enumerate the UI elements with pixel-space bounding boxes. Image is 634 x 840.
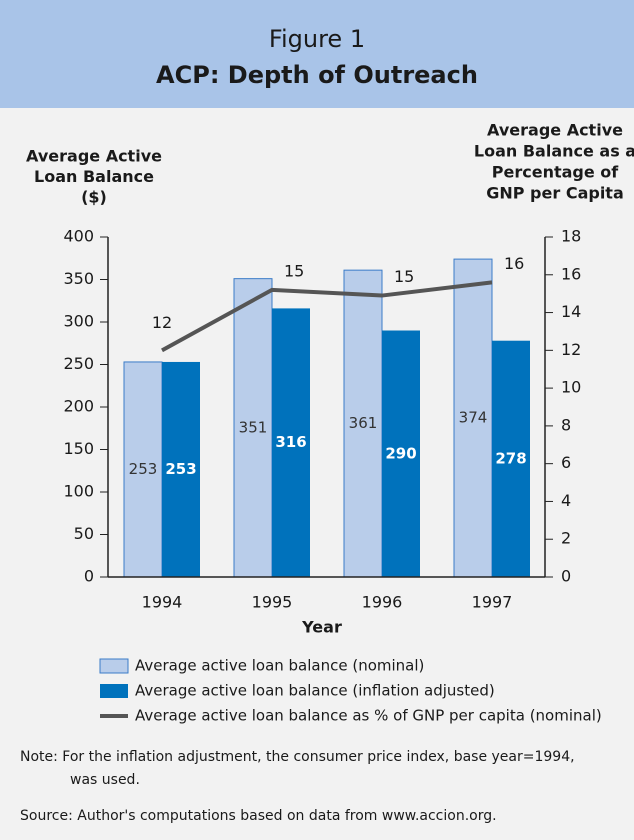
y2-tick-label: 8 <box>561 415 571 434</box>
y-tick-label: 400 <box>63 227 94 246</box>
line-value-label: 12 <box>152 313 172 332</box>
bar <box>453 258 493 578</box>
bar <box>162 361 200 577</box>
bar-value-label: 316 <box>275 433 306 451</box>
x-tick-label: 1997 <box>472 593 513 612</box>
y2-tick-label: 10 <box>561 378 581 397</box>
line-value-label: 15 <box>284 261 304 280</box>
y-tick-label: 0 <box>84 567 94 586</box>
bar <box>272 308 310 577</box>
line-value-label: 15 <box>394 267 414 286</box>
y2-tick-label: 0 <box>561 567 571 586</box>
legend-label: Average active loan balance (inflation a… <box>135 682 495 700</box>
x-tick-label: 1995 <box>252 593 293 612</box>
note: was used. <box>70 772 140 788</box>
y-axis-label: Loan Balance <box>34 167 154 186</box>
legend-swatch <box>99 658 129 674</box>
note: Note: For the inflation adjustment, the … <box>20 749 575 765</box>
bar <box>492 340 530 577</box>
bar-value-label: 351 <box>239 418 268 436</box>
source: Source: Author's computations based on d… <box>20 808 497 824</box>
y2-tick-label: 16 <box>561 264 581 283</box>
x-tick-label: 1996 <box>362 593 403 612</box>
y-tick-label: 50 <box>74 524 94 543</box>
header-band <box>0 0 634 108</box>
y2-tick-label: 4 <box>561 491 571 510</box>
y2-axis-label: GNP per Capita <box>486 184 624 203</box>
bar-value-label: 253 <box>165 460 196 478</box>
y-tick-label: 150 <box>63 439 94 458</box>
bar-value-label: 374 <box>459 409 488 427</box>
y-tick-label: 250 <box>63 354 94 373</box>
bar <box>123 361 163 578</box>
y2-tick-label: 18 <box>561 227 581 246</box>
y2-axis-label: Loan Balance as a <box>474 142 634 161</box>
chart-title: ACP: Depth of Outreach <box>156 61 478 89</box>
line <box>161 280 493 353</box>
legend-label: Average active loan balance (nominal) <box>135 657 424 675</box>
y-tick-label: 350 <box>63 269 94 288</box>
x-tick-label: 1994 <box>142 593 183 612</box>
figure-label: Figure 1 <box>269 25 365 53</box>
legend-label: Average active loan balance as % of GNP … <box>135 707 602 725</box>
bar-value-label: 278 <box>495 449 526 467</box>
y-axis-label: ($) <box>81 188 107 207</box>
line-value-label: 16 <box>504 254 524 273</box>
y2-tick-label: 14 <box>561 302 581 321</box>
legend-swatch <box>100 684 128 698</box>
y-tick-label: 100 <box>63 482 94 501</box>
bar-value-label: 253 <box>129 460 158 478</box>
y-tick-label: 300 <box>63 312 94 331</box>
y2-tick-label: 2 <box>561 529 571 548</box>
bar <box>382 330 420 577</box>
y2-tick-label: 12 <box>561 340 581 359</box>
y2-axis-label: Average Active <box>487 121 623 140</box>
x-axis-label: Year <box>301 618 342 637</box>
y-tick-label: 200 <box>63 397 94 416</box>
y2-axis-label: Percentage of <box>492 163 620 182</box>
y2-tick-label: 6 <box>561 453 571 472</box>
bar-value-label: 361 <box>349 414 378 432</box>
bar-value-label: 290 <box>385 444 416 462</box>
y-axis-label: Average Active <box>26 147 162 166</box>
